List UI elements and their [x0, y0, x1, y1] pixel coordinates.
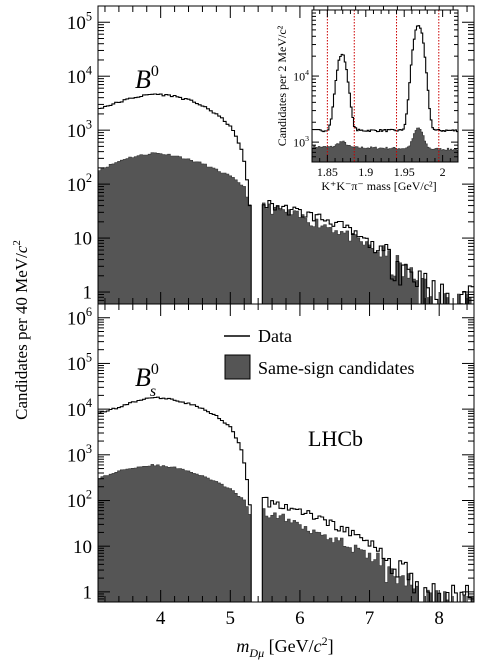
legend-ss-swatch	[224, 354, 251, 380]
bottom-panel-label: B0 s	[135, 361, 159, 400]
y-tick-label-exp: 3	[86, 442, 92, 456]
y-tick-label-top-2: 102	[67, 171, 92, 196]
x-tick-label-inset-1: 1.9	[358, 165, 373, 179]
y-tick-label-base: 10	[73, 229, 92, 250]
top-panel-label-sup: 0	[151, 63, 159, 80]
y-tick-label-top-4: 104	[67, 63, 92, 88]
histogram-inset-data	[312, 25, 458, 162]
y-tick-label-exp: 3	[305, 134, 309, 143]
x-axis-title-exp: 2	[322, 634, 328, 648]
y-axis-title-unit: c	[12, 245, 31, 253]
y-tick-label-base: 1	[83, 283, 93, 304]
x-tick-label-bottom-1: 5	[226, 608, 236, 629]
y-tick-label-exp: 2	[86, 488, 92, 502]
histogram-top-data	[98, 93, 474, 304]
x-ticks-top	[104, 6, 468, 304]
y-tick-label-top-1: 10	[73, 229, 92, 250]
y-tick-label-inset-0: 103	[293, 134, 309, 149]
plot-area	[98, 93, 474, 304]
legend-ss-label: Same-sign candidates	[258, 358, 414, 378]
y-tick-label-base: 10	[67, 175, 86, 196]
y-tick-label-exp: 5	[86, 351, 92, 365]
x-tick-label-inset-0: 1.85	[317, 165, 338, 179]
x-axis-title-m: m	[236, 636, 249, 656]
y-tick-label-exp: 4	[86, 63, 92, 77]
y-tick-label-base: 10	[67, 121, 86, 142]
y-tick-label-inset-1: 104	[293, 68, 309, 83]
y-tick-label-base: 10	[293, 135, 305, 149]
legend-data-label: Data	[258, 326, 292, 346]
y-tick-label-exp: 3	[86, 117, 92, 131]
x-axis-title-unit-open: [GeV/	[264, 636, 313, 656]
top-panel-label-main: B	[135, 65, 151, 94]
plot-area	[312, 10, 458, 162]
histogram-top-same-sign	[98, 152, 474, 304]
bottom-panel-label-sup: 0	[151, 361, 159, 378]
y-tick-label-exp: 2	[86, 171, 92, 185]
y-tick-label-bottom-2: 102	[67, 488, 92, 513]
x-axis-title-close: ]	[328, 636, 334, 656]
y-tick-label-base: 10	[67, 491, 86, 512]
y-tick-label-exp: 4	[305, 68, 309, 77]
x-axis-title-unit-c: c	[314, 636, 322, 656]
y-tick-label-bottom-0: 1	[83, 583, 93, 604]
x-tick-label-bottom-2: 6	[295, 608, 305, 629]
x-tick-label-bottom-3: 7	[365, 608, 375, 629]
inset-background	[312, 10, 458, 162]
x-ticks-inset	[311, 10, 459, 162]
plot-area	[98, 396, 474, 602]
histogram-bottom-data	[98, 396, 474, 602]
x-ticks-bottom	[104, 304, 468, 602]
y-axis-title: Candidates per 40 MeV/c2	[11, 240, 31, 420]
inset-y-axis-title: Candidates per 2 MeV/c²	[275, 25, 289, 146]
x-tick-label-inset-3: 2	[440, 165, 446, 179]
y-tick-label-bottom-6: 106	[67, 305, 92, 330]
lhcb-watermark: LHCb	[308, 426, 363, 451]
y-ticks-bottom	[98, 303, 474, 603]
y-tick-label-exp: 4	[86, 396, 92, 410]
x-axis-title: mDμ [GeV/c2]	[236, 634, 333, 660]
histogram-bottom-same-sign	[98, 464, 474, 602]
y-tick-label-base: 10	[67, 354, 86, 375]
bottom-panel-label-sub: s	[150, 383, 156, 400]
y-tick-label-bottom-1: 10	[73, 537, 92, 558]
y-tick-label-top-3: 103	[67, 117, 92, 142]
top-panel-label: B0	[135, 63, 159, 94]
y-tick-label-top-0: 1	[83, 283, 93, 304]
x-tick-label-inset-2: 1.95	[394, 165, 415, 179]
y-tick-label-base: 10	[67, 13, 86, 34]
y-tick-label-bottom-3: 103	[67, 442, 92, 467]
y-tick-label-bottom-4: 104	[67, 396, 92, 421]
y-axis-title-prefix: Candidates per 40 MeV/	[12, 253, 31, 420]
y-tick-label-bottom-5: 105	[67, 351, 92, 376]
x-tick-label-bottom-4: 8	[434, 608, 444, 629]
y-tick-label-base: 10	[67, 445, 86, 466]
y-ticks-inset	[312, 9, 458, 163]
y-tick-label-base: 10	[67, 308, 86, 329]
legend: Data Same-sign candidates	[224, 326, 414, 380]
y-tick-label-base: 1	[83, 583, 93, 604]
inset-x-axis-title: K⁺K⁻π⁻ mass [GeV/c²]	[321, 179, 436, 193]
y-tick-label-exp: 6	[86, 305, 92, 319]
x-axis-title-sub: Dμ	[248, 646, 264, 660]
y-tick-label-base: 10	[73, 537, 92, 558]
histogram-inset-same-sign	[312, 127, 458, 162]
y-tick-label-top-5: 105	[67, 9, 92, 34]
x-tick-label-bottom-0: 4	[156, 608, 166, 629]
y-ticks-top	[98, 5, 474, 305]
y-axis-title-exp: 2	[11, 240, 23, 246]
y-tick-label-base: 10	[293, 69, 305, 83]
bottom-panel-label-main: B	[135, 363, 151, 392]
y-tick-label-base: 10	[67, 67, 86, 88]
y-tick-label-exp: 5	[86, 9, 92, 23]
y-tick-label-base: 10	[67, 400, 86, 421]
